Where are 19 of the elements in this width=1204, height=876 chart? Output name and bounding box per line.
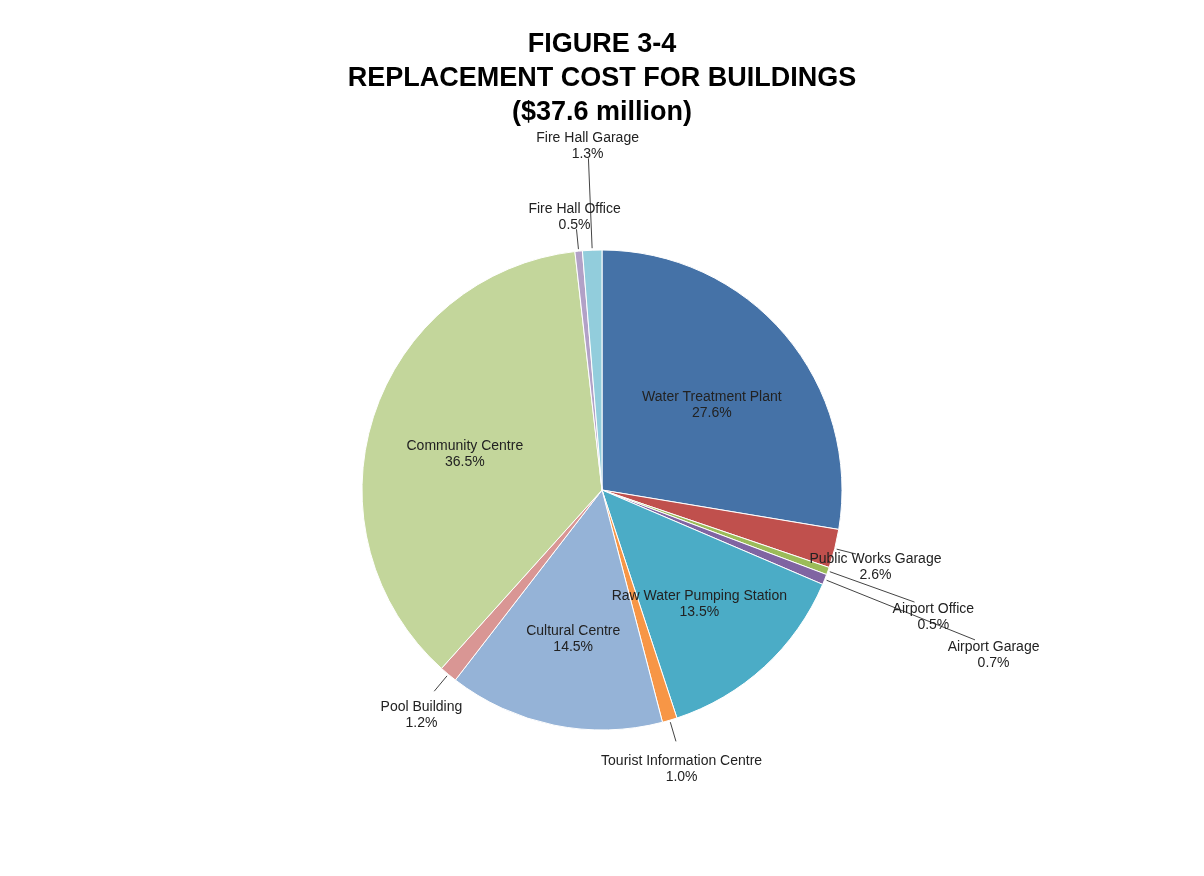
data-label: 36.5% (445, 453, 485, 470)
slice-label: Cultural Centre (526, 622, 621, 639)
slice-label: Airport Office (892, 599, 975, 616)
data-label: 1.0% (665, 767, 698, 784)
data-label: 2.6% (859, 565, 892, 582)
data-label: 0.5% (558, 216, 591, 233)
slice-label: Pool Building (380, 697, 463, 714)
slice-label: Tourist Information Centre (601, 751, 763, 768)
data-label: 0.7% (977, 654, 1010, 671)
slice-label: Fire Hall Garage (536, 129, 640, 146)
data-label: 27.6% (692, 403, 732, 420)
data-label: 13.5% (679, 603, 720, 620)
chart-title: FIGURE 3-4 REPLACEMENT COST FOR BUILDINGS ($37.6 million) (347, 28, 857, 126)
data-label: 14.5% (553, 638, 594, 655)
slice-label: Water Treatment Plant (642, 387, 782, 404)
data-label: 1.2% (405, 713, 438, 730)
slice-label: Community Centre (406, 437, 524, 454)
data-label: 1.3% (571, 145, 604, 162)
slice-label: Airport Garage (947, 638, 1040, 655)
